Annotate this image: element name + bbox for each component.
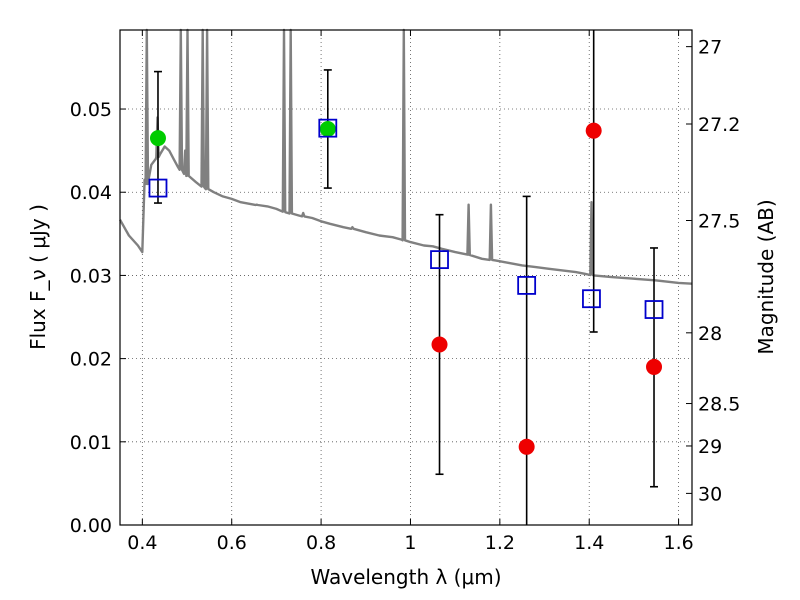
model-points [148, 118, 664, 319]
plot-frame [119, 29, 693, 526]
y-tick-label: 0.00 [70, 515, 112, 537]
x-tick-label: 1.6 [663, 532, 693, 554]
x-tick-label: 0.8 [306, 532, 336, 554]
right-tick-label: 28 [698, 323, 722, 345]
upper-limit-point [431, 336, 448, 353]
right-tick-label: 27.5 [698, 211, 740, 233]
right-tick-label: 27 [698, 37, 722, 59]
upper-limit-point [646, 358, 663, 375]
y-tick-label: 0.04 [70, 182, 112, 204]
y-tick-label: 0.01 [70, 432, 112, 454]
upper-limit-point [518, 438, 535, 455]
detection-point [149, 130, 166, 147]
right-axis-label: Magnitude (AB) [754, 199, 778, 354]
right-tick-label: 27.2 [698, 114, 740, 136]
x-tick-label: 1 [404, 532, 416, 554]
error-bar [589, 30, 598, 333]
model-photometry-point [148, 178, 168, 198]
model-photometry-point [318, 118, 338, 138]
right-tick-label: 30 [698, 483, 722, 505]
x-tick-label: 1.4 [574, 532, 604, 554]
error-bar [522, 195, 531, 525]
x-tick-label: 0.6 [217, 532, 247, 554]
right-tick-label: 29 [698, 436, 722, 458]
x-axis-ticks: 0.4 0.6 0.8 1 1.2 1.4 1.6 [127, 30, 694, 554]
right-axis-ticks: 27 27.2 27.5 28 28.5 29 30 [686, 37, 740, 505]
model-photometry-point [430, 250, 449, 270]
right-tick-label: 28.5 [698, 394, 740, 416]
upper-limit-point [585, 122, 602, 139]
y-axis-label: Flux F_ν ( μJy ) [26, 204, 50, 350]
model-photometry-point [644, 300, 664, 319]
data-points [149, 121, 663, 455]
y-tick-label: 0.02 [70, 349, 112, 371]
model-photometry-point [517, 276, 537, 295]
y-tick-label: 0.03 [70, 265, 112, 287]
model-spectrum [118, 28, 693, 285]
x-tick-label: 0.4 [127, 532, 157, 554]
error-bars [153, 30, 659, 525]
model-spectrum-line [118, 28, 693, 285]
y-tick-label: 0.05 [70, 99, 112, 121]
detection-point [319, 121, 336, 137]
x-axis-label: Wavelength λ (μm) [310, 565, 501, 589]
x-tick-label: 1.2 [485, 532, 515, 554]
y-axis-ticks: 0.00 0.01 0.02 0.03 0.04 0.05 [70, 99, 126, 537]
model-photometry-point [582, 289, 601, 309]
